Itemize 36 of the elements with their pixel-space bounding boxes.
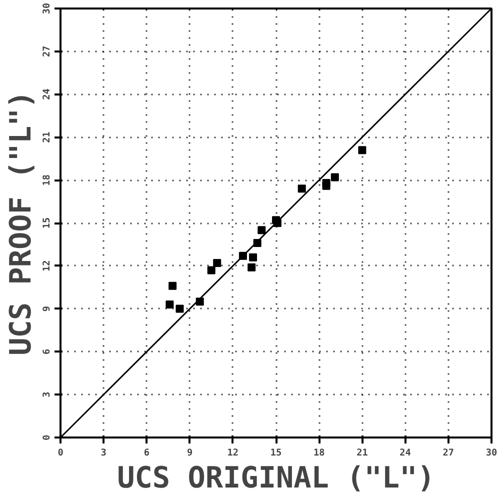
x-tick-label: 27 [442,448,454,458]
y-tick-label: 30 [42,2,52,14]
x-tick-label: 0 [58,448,64,458]
y-tick-label: 9 [42,306,52,312]
point [330,173,339,182]
point [207,266,216,274]
x-tick-label: 9 [186,448,193,458]
x-tick-label: 15 [270,448,282,458]
x-tick-label: 12 [227,448,239,458]
point [248,263,256,272]
x-tick-label: 24 [400,448,412,458]
point [168,282,177,290]
x-tick-label: 3 [100,448,107,458]
y-tick-label: 6 [42,348,52,355]
y-tick-label: 15 [42,217,52,229]
point [176,304,184,313]
point [213,259,222,268]
x-axis-title: UCS ORIGINAL ("L") [117,460,435,494]
point [298,184,306,193]
point [322,178,330,187]
y-tick-label: 3 [42,391,52,398]
point [166,300,174,309]
y-tick-label: 18 [42,174,52,186]
x-tick-label: 18 [313,448,326,458]
y-tick-label: 24 [42,88,52,100]
y-tick-label: 21 [42,131,52,143]
point [249,253,258,262]
y-tick-label: 0 [42,434,52,440]
point [258,226,266,234]
y-axis-title: UCS PROOF ("L") [4,90,38,356]
y-tick-label: 12 [42,260,52,272]
x-tick-label: 6 [144,448,150,458]
point [358,146,366,154]
y-tick-label: 27 [42,46,52,58]
x-tick-label: 30 [486,448,497,458]
x-tick-label: 21 [356,448,368,458]
